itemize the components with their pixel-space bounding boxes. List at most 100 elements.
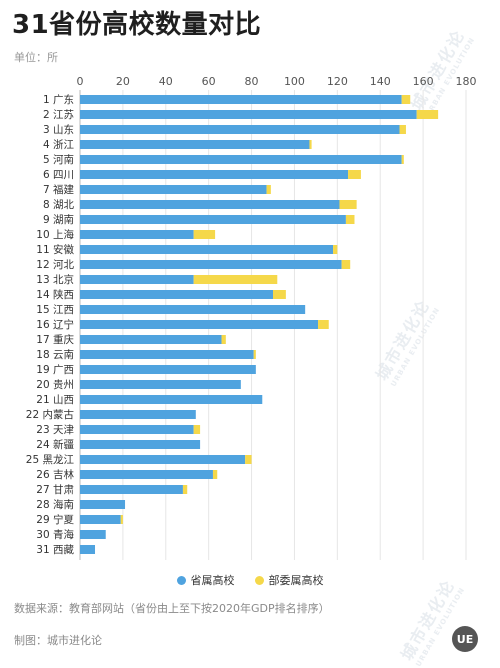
bar-ministry <box>333 245 338 254</box>
bar-provincial <box>80 185 267 194</box>
y-category-label: 6 四川 <box>43 169 74 181</box>
bar-provincial <box>80 515 121 524</box>
y-category-label: 20 贵州 <box>36 378 74 391</box>
bar-provincial <box>80 200 340 209</box>
y-category-label: 21 山西 <box>36 394 74 406</box>
bar-ministry <box>273 290 286 299</box>
legend-label-ministry: 部委属高校 <box>268 574 324 587</box>
bar-provincial <box>80 245 334 254</box>
bar-provincial <box>80 530 106 539</box>
bar-provincial <box>80 170 349 179</box>
x-tick-label: 40 <box>159 75 173 88</box>
bar-provincial <box>80 290 273 299</box>
x-tick-label: 100 <box>284 75 305 88</box>
brand-logo: UE <box>452 626 478 652</box>
bar-provincial <box>80 545 96 554</box>
bar-provincial <box>80 125 400 134</box>
bar-ministry <box>309 140 312 149</box>
y-category-label: 2 江苏 <box>43 108 74 121</box>
bar-provincial <box>80 380 241 389</box>
y-category-label: 3 山东 <box>43 123 74 136</box>
bar-ministry <box>339 200 357 209</box>
bar-provincial <box>80 320 319 329</box>
bar-provincial <box>80 455 246 464</box>
y-category-label: 31 西藏 <box>36 544 74 556</box>
y-category-label: 28 海南 <box>36 498 74 511</box>
bar-ministry <box>245 455 252 464</box>
y-category-label: 16 辽宁 <box>36 318 74 331</box>
bar-provincial <box>80 470 213 479</box>
bar-ministry <box>341 260 351 269</box>
bar-provincial <box>80 485 183 494</box>
y-category-label: 13 北京 <box>36 273 74 286</box>
bar-provincial <box>80 275 194 284</box>
bar-ministry <box>401 155 404 164</box>
y-category-label: 24 新疆 <box>36 438 74 451</box>
legend-swatch-ministry <box>254 575 264 585</box>
legend-swatch-provincial <box>176 575 186 585</box>
bar-provincial <box>80 230 194 239</box>
bar-ministry <box>253 350 256 359</box>
bar-ministry <box>193 425 201 434</box>
legend-label-provincial: 省属高校 <box>190 574 235 587</box>
bar-provincial <box>80 215 346 224</box>
bar-provincial <box>80 500 126 509</box>
x-tick-label: 180 <box>456 75 477 88</box>
bar-ministry <box>120 515 123 524</box>
y-category-label: 29 宁夏 <box>36 513 74 526</box>
bar-ministry <box>266 185 271 194</box>
x-tick-label: 160 <box>413 75 434 88</box>
x-tick-label: 80 <box>245 75 259 88</box>
y-category-label: 15 江西 <box>36 304 74 316</box>
bar-provincial <box>80 305 306 314</box>
y-category-label: 11 安徽 <box>36 243 74 256</box>
bar-ministry <box>318 320 329 329</box>
legend-item-provincial: 省属高校 <box>176 572 235 588</box>
y-category-label: 22 内蒙古 <box>26 408 74 421</box>
x-tick-label: 20 <box>116 75 130 88</box>
x-tick-label: 60 <box>202 75 216 88</box>
bar-provincial <box>80 395 263 404</box>
bar-ministry <box>401 95 411 104</box>
bar-ministry <box>212 470 218 479</box>
x-tick-label: 0 <box>77 75 84 88</box>
y-category-label: 10 上海 <box>36 228 74 241</box>
y-category-label: 30 青海 <box>36 528 74 541</box>
unit-label: 单位：所 <box>14 51 58 64</box>
bar-provincial <box>80 425 194 434</box>
data-source-note: 数据来源：教育部网站（省份由上至下按2020年GDP排名排序） <box>14 602 330 615</box>
y-category-label: 12 河北 <box>36 259 74 271</box>
bar-provincial <box>80 110 417 119</box>
legend-item-ministry: 部委属高校 <box>254 572 324 588</box>
bar-ministry <box>193 275 278 284</box>
bar-provincial <box>80 440 201 449</box>
y-category-label: 4 浙江 <box>43 139 75 151</box>
y-category-label: 9 湖南 <box>43 213 74 226</box>
bar-ministry <box>416 110 439 119</box>
bar-provincial <box>80 155 402 164</box>
legend: 省属高校 部委属高校 <box>0 572 500 588</box>
y-category-label: 1 广东 <box>43 93 74 106</box>
bar-provincial <box>80 140 310 149</box>
y-category-label: 5 河南 <box>43 153 74 166</box>
bar-chart: 0 20 40 60 80 100 120 140 160 180 1 广东 2 江苏 3 山东 4 浙江… <box>26 75 477 560</box>
bar-ministry <box>221 335 226 344</box>
y-category-label: 19 广西 <box>36 364 74 376</box>
y-category-label: 14 陕西 <box>36 288 74 301</box>
y-category-label: 26 吉林 <box>36 468 74 481</box>
chart-title: 31省份高校数量对比 <box>12 10 262 40</box>
bar-provincial <box>80 365 256 374</box>
y-category-label: 23 天津 <box>36 424 74 436</box>
y-category-label: 8 湖北 <box>43 199 75 211</box>
bar-ministry <box>399 125 406 134</box>
bar-ministry <box>348 170 361 179</box>
bar-provincial <box>80 335 222 344</box>
y-category-label: 7 福建 <box>43 183 75 196</box>
bar-ministry <box>182 485 188 494</box>
bar-provincial <box>80 350 254 359</box>
chart-maker-credit: 制图：城市进化论 <box>14 634 102 647</box>
x-tick-label: 140 <box>370 75 391 88</box>
watermark: 城市进化论 URBAN EVOLUTION <box>397 576 467 668</box>
y-category-label: 18 云南 <box>36 348 74 361</box>
bar-ministry <box>193 230 216 239</box>
